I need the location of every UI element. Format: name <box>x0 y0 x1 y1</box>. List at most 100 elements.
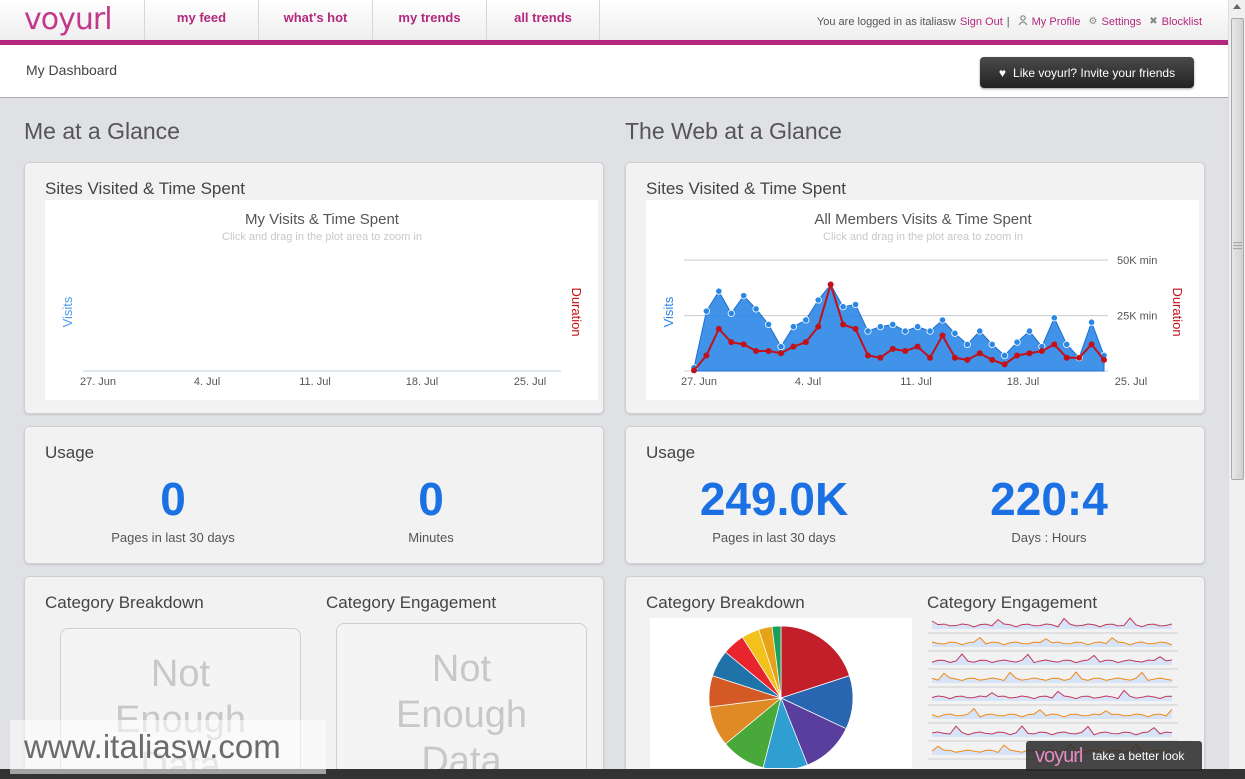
duration-point <box>889 345 896 352</box>
pie-slice[interactable] <box>780 625 850 699</box>
web-usage-title: Usage <box>646 443 696 462</box>
brand-watermark[interactable]: voyurl take a better look <box>1026 741 1202 771</box>
duration-point <box>927 354 934 361</box>
sign-out-link[interactable]: Sign Out <box>959 15 1003 28</box>
person-icon <box>1018 15 1028 28</box>
duration-point <box>1076 354 1083 361</box>
sub-header: My Dashboard ♥ Like voyurl? Invite your … <box>0 45 1228 98</box>
x-tick-label: 18. Jul <box>406 376 438 388</box>
me-visits-panel-title: Sites Visited & Time Spent <box>45 179 246 198</box>
nav-my-feed[interactable]: my feed <box>144 0 258 40</box>
duration-point <box>777 350 784 357</box>
duration-point <box>740 341 747 348</box>
nav-my-trends[interactable]: my trends <box>372 0 486 40</box>
web-visits-chart-svg[interactable]: All Members Visits & Time Spent Click an… <box>646 200 1199 400</box>
visits-point <box>914 323 922 331</box>
duration-point <box>1038 348 1045 355</box>
me-section-title: Me at a Glance <box>24 118 180 144</box>
x-tick-label: 27. Jun <box>80 376 116 388</box>
sparkline <box>931 707 1173 718</box>
visits-point <box>1013 338 1021 346</box>
visits-point <box>889 320 897 329</box>
my-profile-link[interactable]: My Profile <box>1031 15 1081 28</box>
web-usage-panel: Usage 249.0K Pages in last 30 days 220:4… <box>625 426 1205 564</box>
bottom-bar <box>0 769 1245 779</box>
visits-point <box>789 323 797 331</box>
me-minutes-value: 0 <box>418 473 444 525</box>
duration-point <box>802 339 809 346</box>
invite-button-label: Like voyurl? Invite your friends <box>1013 65 1176 80</box>
settings-link[interactable]: Settings <box>1101 15 1142 28</box>
duration-point <box>1063 354 1070 361</box>
sparkline-area <box>932 672 1172 683</box>
x-tick-label: 25. Jul <box>514 376 546 388</box>
grip-icon: — — — <box>1233 237 1242 253</box>
category-pie-svg[interactable] <box>650 618 912 771</box>
duration-point <box>1026 350 1033 357</box>
web-visits-panel-title: Sites Visited & Time Spent <box>646 179 847 198</box>
nav-whats-hot[interactable]: what's hot <box>258 0 372 40</box>
x-tick-label: 4. Jul <box>194 376 220 388</box>
chart-subtitle: Click and drag in the plot area to zoom … <box>222 231 422 243</box>
duration-point <box>902 348 909 355</box>
y-axis-left-label: Visits <box>661 296 676 327</box>
duration-point <box>864 352 871 359</box>
sparkline-area <box>932 618 1172 629</box>
me-minutes-label: Minutes <box>408 530 454 545</box>
duration-point <box>989 356 996 363</box>
visits-point <box>740 292 748 300</box>
web-breakdown-title: Category Breakdown <box>646 593 805 612</box>
visits-point <box>764 320 773 329</box>
duration-point <box>1001 361 1008 368</box>
web-visits-chart[interactable]: All Members Visits & Time Spent Click an… <box>646 200 1199 400</box>
duration-point <box>1088 341 1095 348</box>
duration-point <box>703 352 710 359</box>
visits-point <box>1025 327 1034 335</box>
me-engagement-title: Category Engagement <box>326 593 497 612</box>
voyurl-logo[interactable]: voyurl <box>24 2 113 37</box>
me-usage-title: Usage <box>45 443 95 462</box>
me-visits-chart[interactable]: My Visits & Time Spent Click and drag in… <box>45 200 598 400</box>
blocklist-link[interactable]: Blocklist <box>1161 15 1202 28</box>
invite-friends-button[interactable]: ♥ Like voyurl? Invite your friends <box>980 57 1194 88</box>
x-tick-label: 11. Jul <box>299 376 331 388</box>
duration-point <box>976 350 983 357</box>
visits-point <box>976 327 984 335</box>
nav-all-trends[interactable]: all trends <box>486 0 600 40</box>
breadcrumb: My Dashboard <box>26 62 118 78</box>
page-scrollbar[interactable]: — — — <box>1228 0 1245 779</box>
duration-point <box>753 348 760 355</box>
duration-point <box>815 323 822 330</box>
duration-point <box>951 354 958 361</box>
brand-watermark-tagline: take a better look <box>1092 749 1185 763</box>
x-tick-label: 4. Jul <box>795 376 821 388</box>
visits-point <box>876 323 884 331</box>
x-tick-label: 27. Jun <box>681 376 717 388</box>
scroll-up-arrow-icon[interactable] <box>1233 4 1241 9</box>
user-bar: You are logged in as italiasw Sign Out |… <box>817 15 1202 28</box>
visits-point <box>901 327 909 335</box>
main-nav: my feed what's hot my trends all trends <box>144 0 600 40</box>
web-engagement-title: Category Engagement <box>927 593 1098 612</box>
duration-line <box>693 281 1105 371</box>
chart-subtitle: Click and drag in the plot area to zoom … <box>823 231 1023 243</box>
me-pages-label: Pages in last 30 days <box>111 530 235 545</box>
visits-point <box>951 329 959 337</box>
scrollbar-thumb[interactable] <box>1231 18 1244 480</box>
nodata-line: Enough <box>395 694 527 736</box>
web-pages-value: 249.0K <box>699 473 849 525</box>
me-visits-chart-svg[interactable]: My Visits & Time Spent Click and drag in… <box>45 200 598 400</box>
me-usage-panel: Usage 0 Pages in last 30 days 0 Minutes <box>24 426 604 564</box>
me-engagement-nodata: Not Enough Data <box>336 623 587 779</box>
sparkline <box>931 725 1173 736</box>
visits-point <box>988 340 996 348</box>
category-pie-chart[interactable] <box>650 618 912 771</box>
duration-point <box>840 321 847 328</box>
x-tick-label: 25. Jul <box>1115 376 1147 388</box>
visits-point <box>814 296 822 304</box>
y-tick-label: 50K min <box>1117 255 1157 267</box>
cross-icon: ✖ <box>1149 16 1158 27</box>
y-axis-left-label: Visits <box>60 296 75 327</box>
duration-point <box>1101 356 1107 363</box>
pie-slice[interactable] <box>771 625 782 699</box>
